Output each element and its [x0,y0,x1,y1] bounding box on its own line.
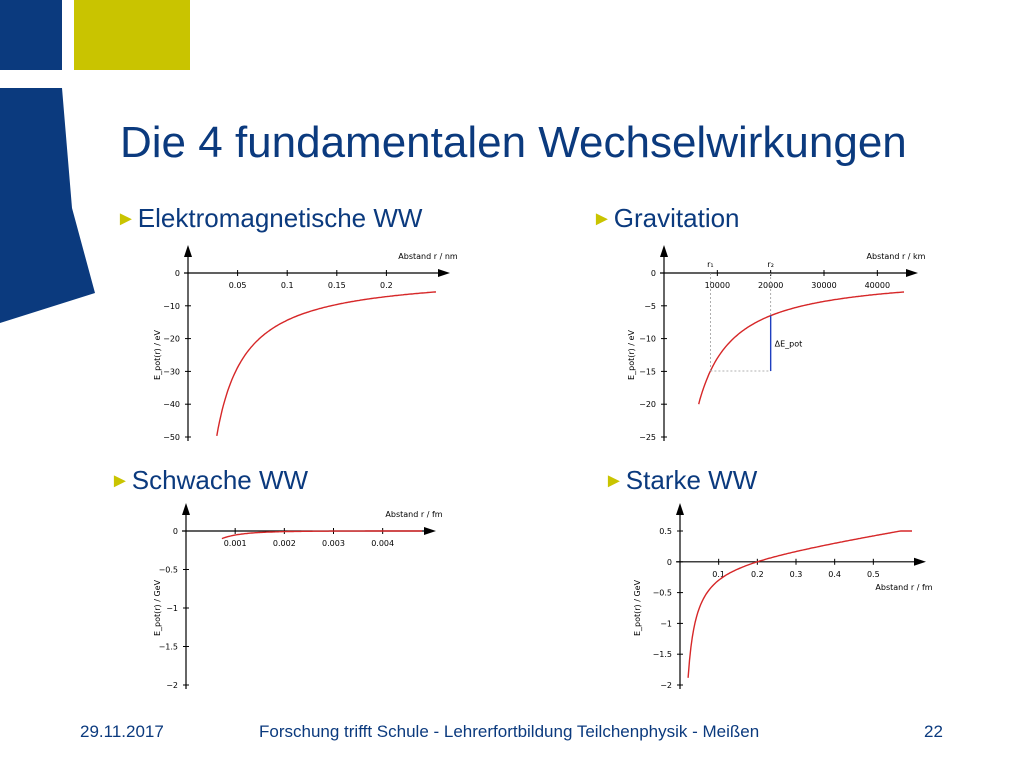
bullet-grav-label: Gravitation [613,203,740,233]
y-tick-label: −1 [660,619,672,628]
x-tick-label: 0.1 [281,281,294,290]
y-axis-label: E_pot(r) / eV [153,330,162,380]
x-tick-label: 40000 [865,281,890,290]
y-axis-arrow-icon [660,245,668,257]
y-tick-label: −2 [166,681,178,690]
footer-date: 29.11.2017 [80,722,164,741]
series-curve [698,291,905,405]
x-axis-arrow-icon [906,269,918,277]
y-tick-label: −30 [163,367,180,376]
y-tick-label: −10 [163,302,180,311]
bullet-marker-icon: ► [110,470,130,492]
x-tick-label: 10000 [705,281,730,290]
x-axis-arrow-icon [914,557,926,566]
y-axis-arrow-icon [184,245,192,257]
slide-title: Die 4 fundamentalen Wechselwirkungen [120,118,907,167]
y-axis-arrow-icon [676,503,684,515]
y-tick-label: 0.5 [659,527,672,536]
chart-grav-plot: 10000 20000 30000 400000−5−10−15−20−25Absta… [627,245,926,442]
r1-label: r₁ [707,260,714,269]
y-tick-label: −1 [166,604,178,613]
bullet-weak-label: Schwache WW [131,465,309,495]
y-tick-label: −0.5 [653,589,672,598]
x-axis-label: Abstand r / nm [398,252,458,261]
y-tick-label: 0 [667,558,672,567]
bullet-strong-label: Starke WW [625,465,758,495]
chart-weak: 0.001 0.002 0.003 0.004 0 −0.5 −1 −1.5 −2 Abstand… [140,503,443,695]
footer-page-number: 22 [924,722,943,741]
chart-weak-plot: 0.001 0.002 0.003 0.004 0 −0.5 −1 −1.5 −2 Abstand… [153,503,443,690]
y-tick-label: −20 [163,335,180,344]
y-axis-label: E_pot(r) / eV [627,330,636,380]
chart-em: 0.05 0.1 0.15 0.2 0 −10 −20 −30 −40 −50 Abstand r … [140,243,458,448]
y-axis-label: E_pot(r) / GeV [153,579,162,636]
y-tick-label: −50 [163,433,180,442]
bullet-em: ►Elektromagnetische WW [116,203,422,234]
series-curve [216,291,437,437]
y-tick-label: −15 [639,367,656,376]
y-tick-label: −5 [644,302,656,311]
y-tick-label: −1.5 [653,650,672,659]
y-tick-label: 0 [651,269,656,278]
bullet-grav: ►Gravitation [592,203,740,234]
footer-text: Forschung trifft Schule - Lehrerfortbild… [259,722,760,741]
chart-strong: 0.1 0.2 0.3 0.4 0.5 0.5 0 −0.5 −1 −1.5 −2 Abstand r… [620,503,933,695]
x-tick-label: 0.002 [273,539,296,548]
y-tick-label: −10 [639,335,656,344]
x-axis-label: Abstand r / fm [875,583,932,592]
x-tick-label: 0.15 [328,281,346,290]
x-tick-label: 0.05 [229,281,247,290]
y-tick-label: −2 [660,681,672,690]
r2-label: r₂ [767,260,774,269]
delta-epot-label: ΔE_pot [775,339,803,348]
x-tick-label: 0.2 [751,570,764,579]
y-tick-label: 0 [175,269,180,278]
y-tick-label: −40 [163,400,180,409]
y-tick-label: −0.5 [159,566,178,575]
chart-em-plot: 0.05 0.1 0.15 0.2 0 −10 −20 −30 −40 −50 Abstand r … [153,245,458,442]
series-curve [687,530,912,678]
x-tick-label: 0.003 [322,539,345,548]
x-axis-arrow-icon [438,269,450,277]
x-tick-label: 0.004 [371,539,394,548]
y-tick-label: −20 [639,400,656,409]
bullet-marker-icon: ► [116,208,136,230]
x-axis-label: Abstand r / fm [385,510,442,519]
x-tick-label: 0.2 [380,281,393,290]
x-axis-arrow-icon [424,527,436,535]
chart-strong-plot: 0.1 0.2 0.3 0.4 0.5 0.5 0 −0.5 −1 −1.5 −2 Abstand r… [633,503,933,690]
x-tick-label: 0.5 [867,570,880,579]
bullet-marker-icon: ► [592,208,612,230]
y-tick-label: −25 [639,433,656,442]
chart-grav: 10000 20000 30000 40000 0 −5 −10 −15 −20 −25 Absta… [614,243,926,448]
bullet-marker-icon: ► [604,470,624,492]
x-tick-label: 0.1 [712,570,725,579]
brand-block-yellow [74,0,190,70]
bullet-strong: ►Starke WW [604,465,757,496]
series-curve [221,530,422,540]
y-tick-label: −1.5 [159,643,178,652]
y-axis-label: E_pot(r) / GeV [633,579,642,636]
brand-block-blue [0,0,62,70]
x-axis-label: Abstand r / km [867,252,926,261]
y-tick-label: 0 [173,527,178,536]
bullet-em-label: Elektromagnetische WW [137,203,423,233]
brand-wedge-blue [0,88,95,323]
x-tick-label: 0.4 [828,570,841,579]
x-tick-label: 30000 [811,281,836,290]
y-axis-arrow-icon [182,503,190,515]
x-tick-label: 0.001 [224,539,247,548]
bullet-weak: ►Schwache WW [110,465,308,496]
x-tick-label: 0.3 [790,570,803,579]
